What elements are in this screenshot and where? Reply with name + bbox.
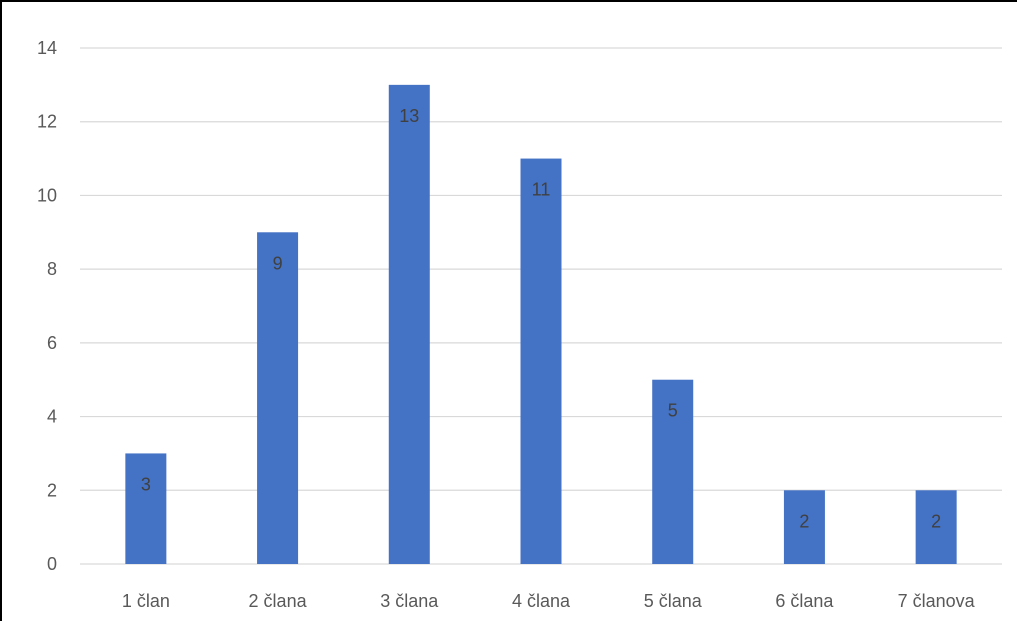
data-labels: 3 9 13 11 5 2 2 xyxy=(141,106,941,531)
x-axis: 1 član 2 člana 3 člana 4 člana 5 člana 6 član… xyxy=(122,591,976,611)
x-tick-label: 5 člana xyxy=(644,591,703,611)
bar-6 xyxy=(783,490,825,564)
y-tick-label: 0 xyxy=(47,554,57,574)
data-label: 13 xyxy=(399,106,419,126)
y-tick-label: 6 xyxy=(47,333,57,353)
x-tick-label: 2 člana xyxy=(249,591,308,611)
bar-4 xyxy=(520,158,562,565)
data-label: 2 xyxy=(799,511,809,531)
data-label: 11 xyxy=(532,180,551,200)
x-tick-label: 3 člana xyxy=(380,591,439,611)
data-label: 2 xyxy=(931,511,941,531)
y-axis: 0 2 4 6 8 10 12 14 xyxy=(37,38,57,574)
bar-1 xyxy=(125,453,167,564)
x-tick-label: 7 članova xyxy=(898,591,976,611)
x-tick-label: 1 član xyxy=(122,591,170,611)
data-label: 9 xyxy=(273,253,283,273)
y-tick-label: 14 xyxy=(37,38,57,58)
bar-3 xyxy=(388,84,430,564)
data-label: 5 xyxy=(668,401,678,421)
y-tick-label: 4 xyxy=(47,407,57,427)
y-tick-label: 12 xyxy=(37,112,57,132)
y-tick-label: 8 xyxy=(47,259,57,279)
bar-2 xyxy=(257,232,299,565)
data-label: 3 xyxy=(141,474,151,494)
y-tick-label: 2 xyxy=(47,480,57,500)
x-tick-label: 4 člana xyxy=(512,591,571,611)
bar-7 xyxy=(915,490,957,564)
bars xyxy=(125,84,957,565)
x-tick-label: 6 člana xyxy=(775,591,834,611)
bar-5 xyxy=(652,379,694,564)
y-tick-label: 10 xyxy=(37,185,57,205)
